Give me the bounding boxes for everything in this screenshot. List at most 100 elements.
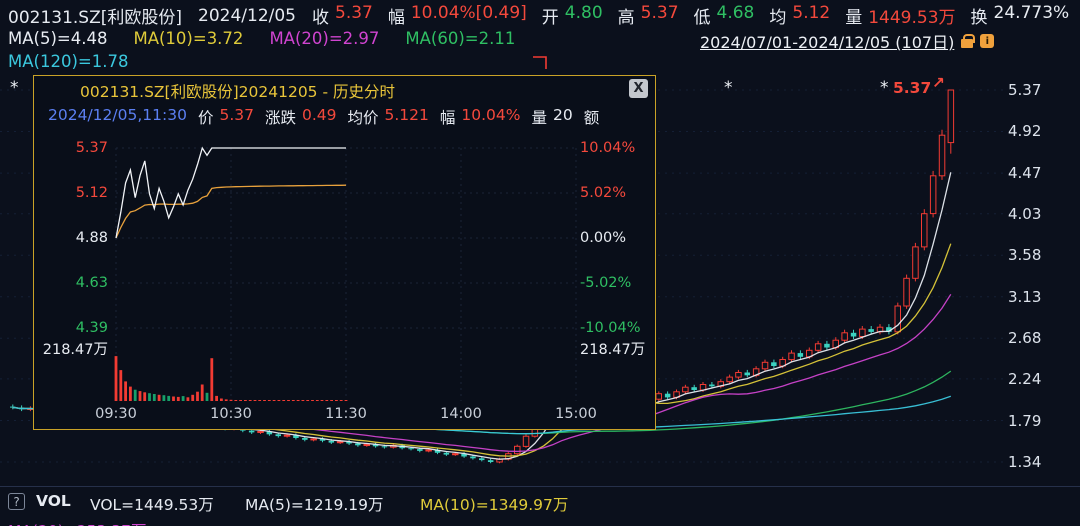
intraday-right-tick: 0.00%	[580, 230, 627, 246]
field-label: 量	[531, 109, 548, 127]
field-value: 5.12	[792, 3, 831, 23]
help-icon[interactable]: ?	[8, 493, 25, 510]
intraday-right-tick: -10.04%	[580, 320, 641, 336]
field-value: 10.04%[0.49]	[410, 3, 527, 23]
intraday-time-tick: 10:30	[210, 406, 252, 422]
price-line	[115, 146, 346, 239]
intraday-chart[interactable]	[34, 76, 657, 429]
intraday-left-tick: 5.37	[75, 140, 108, 156]
intraday-right-tick: 10.04%	[580, 140, 636, 156]
history-intraday-dialog[interactable]: 002131.SZ[利欧股份]20241205 - 历史分时 X 2024/12…	[33, 75, 656, 430]
field-label: 高	[617, 8, 635, 28]
intraday-time: 2024/12/05,11:30	[48, 106, 187, 124]
volume-pane	[0, 486, 1080, 526]
axis-tick: 1.34	[1008, 452, 1042, 471]
quote-field: 量 1449.53万	[845, 3, 955, 28]
intraday-time-tick: 15:00	[555, 406, 597, 422]
stock-title: 002131.SZ[利欧股份]	[8, 8, 183, 28]
intraday-time-tick: 11:30	[325, 406, 367, 422]
event-marker: *	[10, 78, 19, 98]
field-value: 5.37	[640, 3, 679, 23]
field-value: 5.121	[384, 106, 429, 124]
field-label: 均价	[347, 109, 379, 127]
quote-field: 收 5.37	[312, 3, 373, 28]
vol-value: VOL=1449.53万	[90, 496, 214, 514]
field-label: 低	[693, 8, 711, 28]
quote-field: 开 4.80	[542, 3, 603, 28]
intraday-field: 额	[584, 106, 606, 128]
field-label: 涨跌	[264, 109, 296, 127]
intraday-field: 涨跌 0.49	[265, 106, 337, 128]
intraday-left-tick: 4.88	[75, 230, 108, 246]
field-label: 均	[769, 8, 787, 28]
quote-field: 低 4.68	[694, 3, 755, 28]
axis-tick: 4.92	[1008, 122, 1042, 141]
close-button[interactable]: X	[629, 79, 648, 98]
last-price-tag: 5.37	[893, 79, 932, 97]
date-range[interactable]: 2024/07/01-2024/12/05 (107日)	[700, 33, 955, 52]
axis-tick: 4.03	[1008, 204, 1042, 223]
intraday-time-tick: 09:30	[95, 406, 137, 422]
intraday-right-tick: 5.02%	[580, 185, 627, 201]
quote-field: 幅 10.04%[0.49]	[388, 3, 527, 28]
intraday-right-tick: -5.02%	[580, 275, 632, 291]
ma-item: MA(60)=2.11	[405, 29, 516, 48]
axis-tick: 4.47	[1008, 163, 1042, 182]
event-marker: *	[724, 78, 733, 98]
field-value: 0.49	[301, 106, 337, 124]
price-axis: 5.37 4.92 4.47 4.03 3.58 3.13 2.68 2.24 1.79 1.34	[1008, 0, 1074, 500]
intraday-field: 均价 5.121	[348, 106, 429, 128]
intraday-field: 量 20	[532, 106, 573, 128]
intraday-fields: 价 5.37 涨跌 0.49 均价 5.121 幅 10.04% 量 20 额	[198, 106, 605, 128]
field-value: 1449.53万	[868, 8, 956, 28]
vol-ma10: MA(10)=1349.97万	[420, 496, 569, 514]
event-marker: *	[880, 78, 889, 98]
intraday-left-tick: 4.39	[75, 320, 108, 336]
volume-bars	[114, 356, 348, 401]
intraday-left-tick: 4.63	[75, 275, 108, 291]
intraday-info-row: 2024/12/05,11:30 价 5.37 涨跌 0.49 均价 5.121 幅 10.0…	[48, 106, 605, 128]
vol-ma20-cut: MA(20)=253.37万	[8, 519, 147, 526]
field-label: 幅	[439, 109, 456, 127]
ma-item: MA(20)=2.97	[269, 29, 380, 48]
field-label: 价	[197, 109, 214, 127]
ma-legend: MA(5)=4.48 MA(10)=3.72 MA(20)=2.97 MA(60)=2…	[8, 29, 515, 48]
quote-fields: 收 5.37 幅 10.04%[0.49] 开 4.80 高 5.37 低 4.68 均 5.12 量 1…	[312, 3, 1080, 28]
ma-item: MA(10)=3.72	[133, 29, 244, 48]
pane-divider	[0, 486, 1080, 487]
grid-lines	[115, 147, 577, 401]
ma120-legend: MA(120)=1.78	[8, 52, 129, 71]
header-bar: 002131.SZ[利欧股份] 2024/12/05 收 5.37 幅 10.04%[…	[8, 3, 1080, 28]
field-value: 10.04%	[461, 106, 521, 124]
axis-tick: 1.79	[1008, 411, 1042, 430]
field-value: 5.37	[219, 106, 254, 124]
range-selector[interactable]: 2024/07/01-2024/12/05 (107日) i	[700, 29, 995, 53]
vol-ma5: MA(5)=1219.19万	[245, 496, 384, 514]
intraday-field: 价 5.37	[198, 106, 254, 128]
ma-item: MA(5)=4.48	[8, 29, 108, 48]
intraday-left-tick: 5.12	[75, 185, 108, 201]
dialog-title[interactable]: 002131.SZ[利欧股份]20241205 - 历史分时	[80, 83, 395, 101]
quote-field: 换 24.773%	[971, 3, 1070, 28]
axis-tick: 3.13	[1008, 287, 1042, 306]
axis-tick: 5.37	[1008, 81, 1042, 99]
tag-icon[interactable]: i	[980, 34, 995, 48]
up-arrow-icon: ↗	[932, 74, 945, 92]
axis-tick: 2.68	[1008, 328, 1042, 347]
lock-icon[interactable]	[961, 34, 976, 48]
field-value: 4.80	[564, 3, 603, 23]
axis-tick: 3.58	[1008, 246, 1042, 265]
intraday-field: 幅 10.04%	[440, 106, 521, 128]
field-label: 收	[312, 8, 329, 28]
axis-tick: 2.24	[1008, 370, 1042, 389]
intraday-vol-scale: 218.47万	[580, 342, 646, 358]
field-label: 开	[541, 8, 559, 28]
field-value: 4.68	[716, 3, 755, 23]
event-flag-icon	[533, 56, 547, 69]
vol-pane-title: VOL	[36, 492, 71, 510]
intraday-vol-scale: 218.47万	[42, 342, 108, 358]
trade-date: 2024/12/05	[198, 5, 296, 26]
avg-price-line	[115, 184, 347, 239]
quote-field: 均 5.12	[769, 3, 830, 28]
